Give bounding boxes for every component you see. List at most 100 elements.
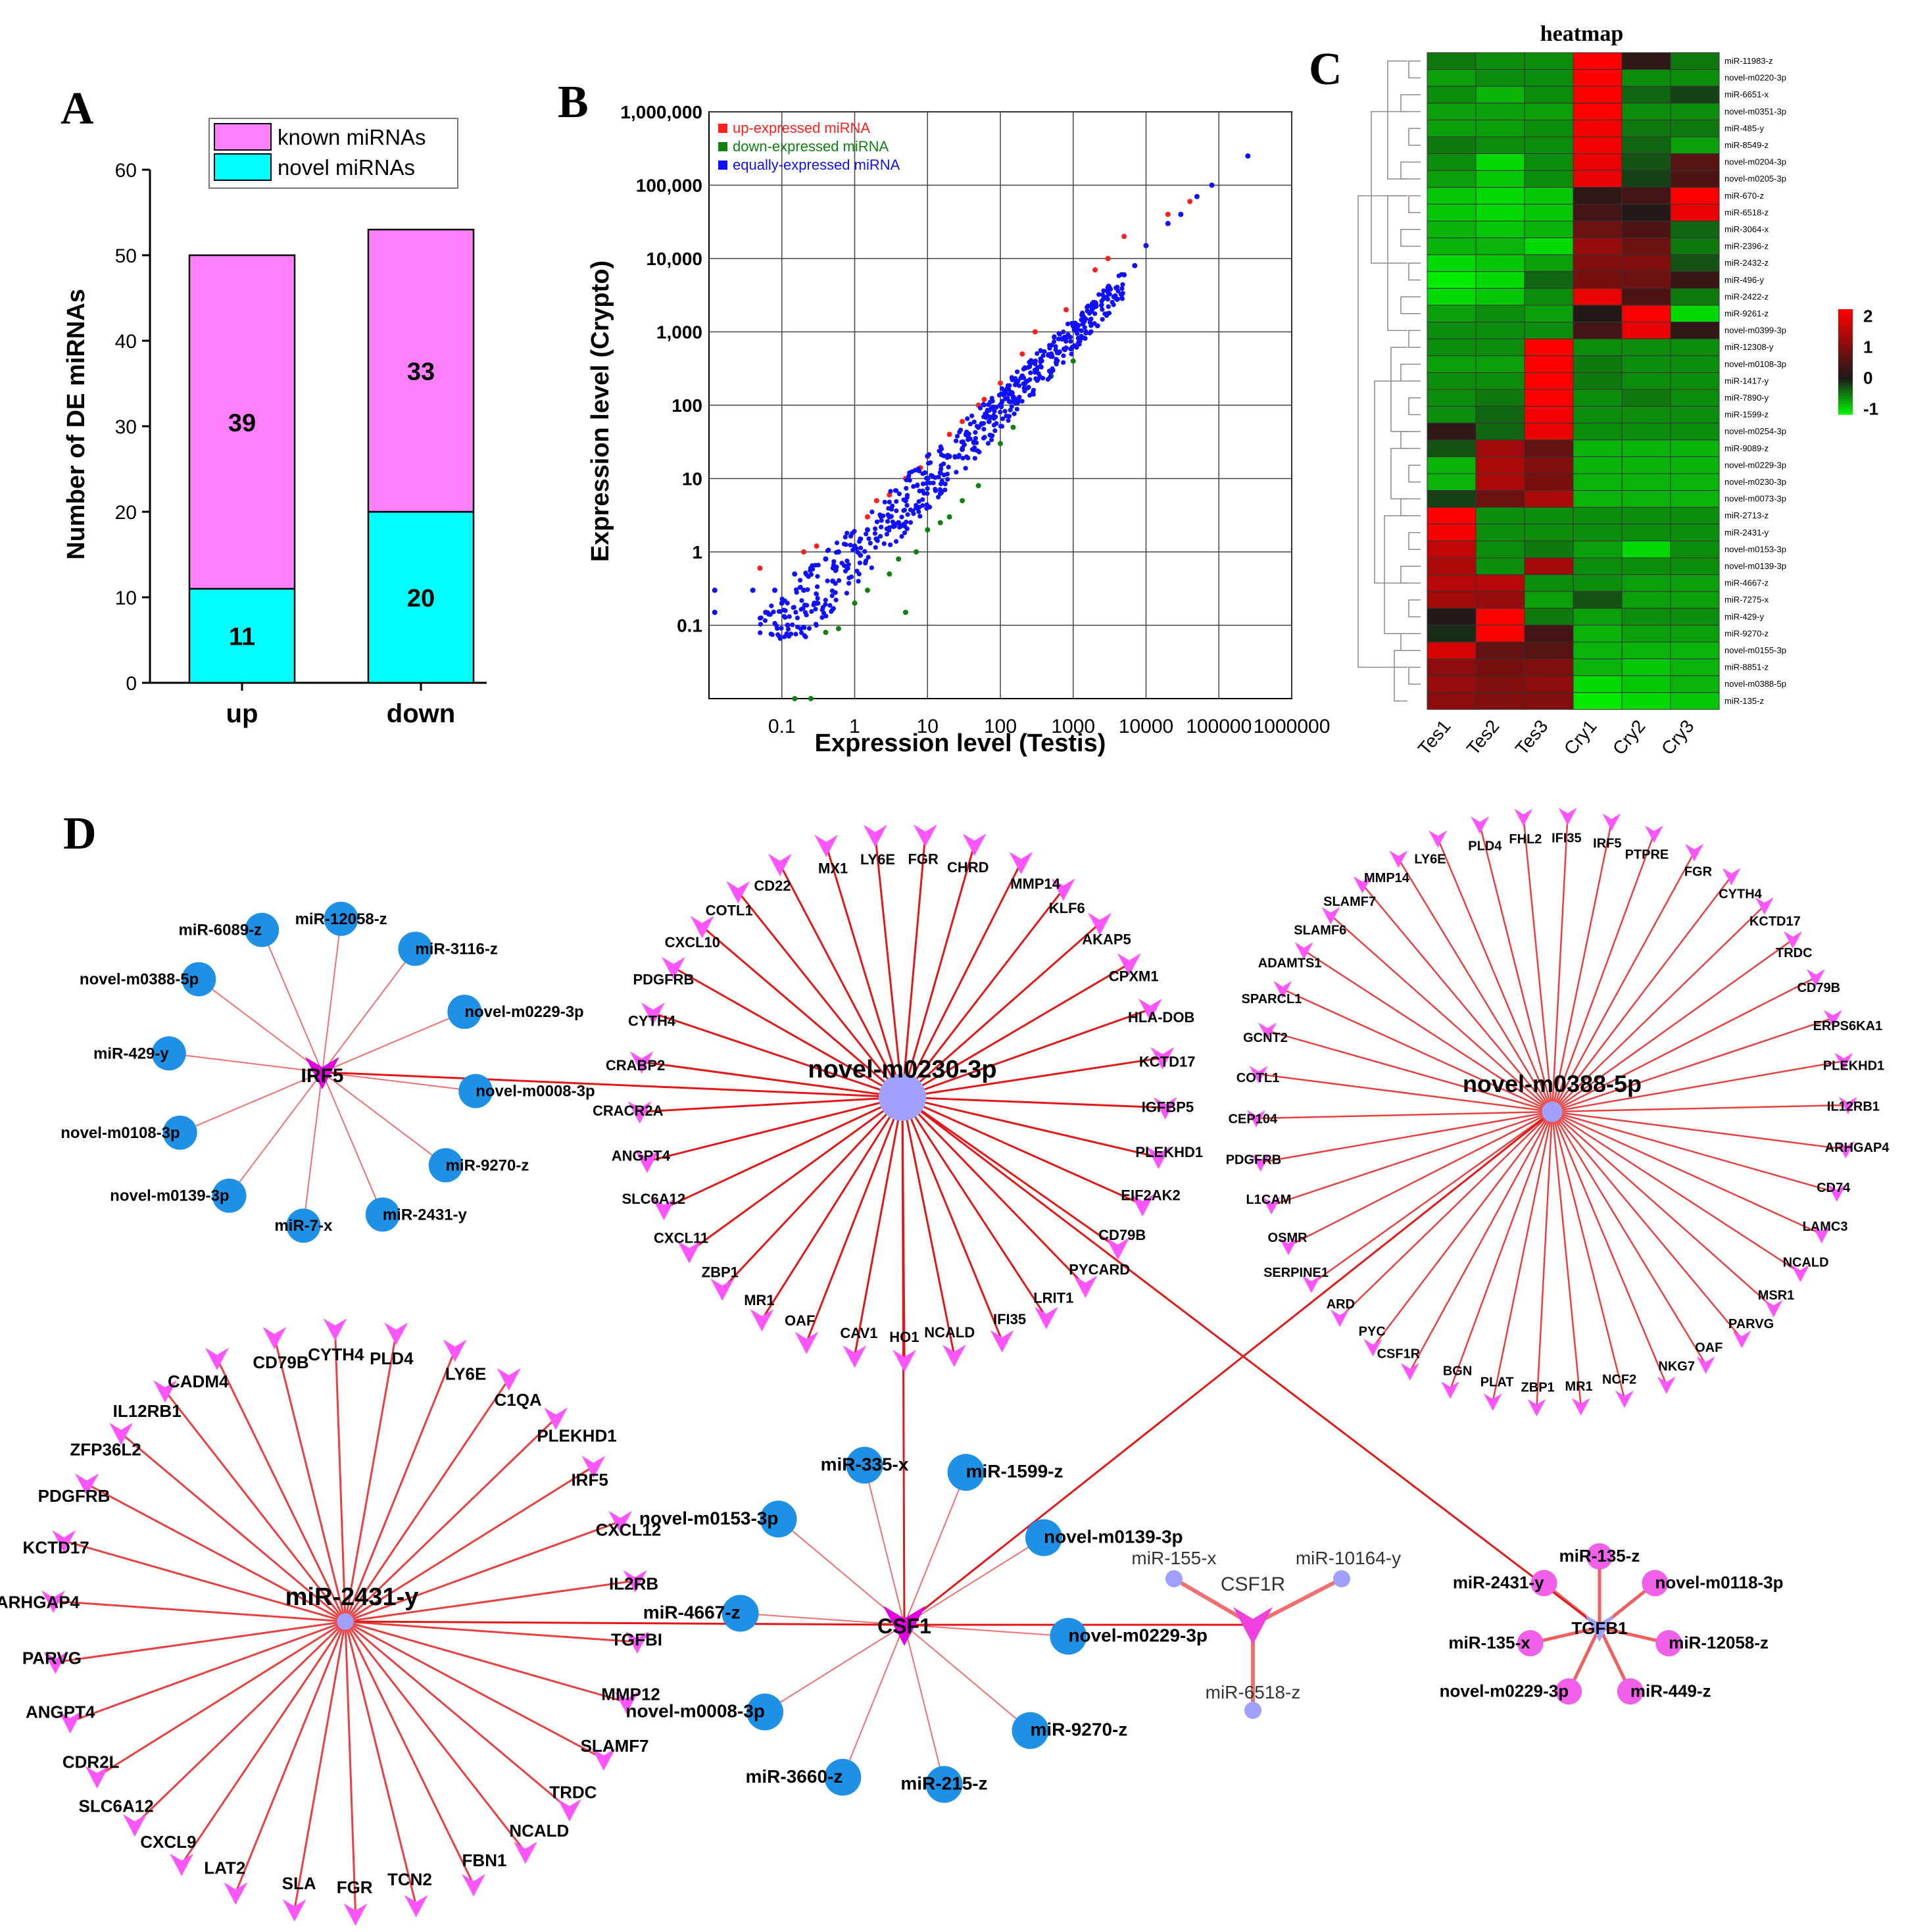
heatmap-column-label: Tes1	[1414, 716, 1455, 758]
network-node-label: SLAMF6	[1294, 924, 1346, 938]
scatter-point	[898, 524, 903, 530]
scatter-point	[1187, 199, 1193, 205]
target-gene-arrow-icon	[942, 1344, 966, 1368]
heatmap-cell	[1670, 153, 1720, 171]
target-gene-arrow-icon	[1527, 1399, 1546, 1417]
network-node-label: CDR2L	[62, 1752, 120, 1772]
network-node-label: IL12RB1	[1827, 1100, 1880, 1114]
scatter-point	[1178, 211, 1184, 217]
target-gene-arrow-icon	[1836, 1141, 1855, 1159]
target-gene-arrow-icon	[1117, 953, 1141, 976]
network-edge	[261, 929, 323, 1073]
colorbar-step	[1838, 380, 1853, 384]
network-edge	[764, 1624, 905, 1713]
scatter-point	[844, 591, 850, 596]
dendrogram-branch	[1374, 380, 1407, 584]
scatter-point	[835, 626, 841, 632]
network-edge	[901, 1097, 1003, 1341]
scatter-point	[783, 615, 788, 620]
heatmap-cell	[1670, 675, 1720, 693]
target-gene-arrow-icon	[1131, 1194, 1155, 1217]
network-edge	[902, 1096, 1143, 1206]
target-gene-arrow-icon	[170, 1853, 194, 1876]
scatter-point	[1165, 211, 1171, 217]
network-node-label: SLAMF7	[1323, 895, 1376, 909]
heatmap-cell	[1524, 52, 1574, 70]
heatmap-cell	[1621, 136, 1671, 155]
scatter-point	[1035, 376, 1041, 382]
network-node-label: CXCL9	[140, 1832, 196, 1852]
network-edge	[228, 1072, 323, 1197]
heatmap-row-label: novel-m0153-3p	[1724, 544, 1786, 554]
legend-swatch	[718, 124, 727, 133]
heatmap-dendrogram	[1357, 61, 1421, 702]
network-node-label: KLF6	[1049, 900, 1085, 916]
network-node-label: CSF1R	[1377, 1347, 1421, 1362]
heatmap-cell	[1475, 372, 1525, 390]
network-node-label: ARD	[1327, 1297, 1355, 1312]
scatter-point	[793, 610, 798, 615]
network-edge	[293, 1621, 347, 1910]
scatter-point	[1087, 310, 1092, 316]
scatter-point	[801, 624, 806, 630]
scatter-point	[712, 587, 718, 593]
heatmap-cell	[1573, 86, 1623, 104]
network-edge	[345, 1620, 627, 1704]
target-gene-arrow-icon	[1827, 1184, 1846, 1202]
network-node-label: PLEKHD1	[1823, 1058, 1884, 1073]
scatter-point	[1083, 329, 1088, 334]
network-node-label: BGN	[1443, 1364, 1472, 1378]
scatter-point	[960, 418, 965, 424]
heatmap-cell	[1573, 624, 1623, 643]
scatter-point	[750, 587, 756, 593]
heatmap-cell	[1427, 557, 1477, 576]
heatmap-cell	[1475, 237, 1525, 255]
panel-d-network: miR-12058-z miR-3116-z novel-m0229-3p novel…	[0, 808, 1890, 1926]
target-gene-arrow-icon	[153, 1380, 178, 1403]
scatter-point	[884, 532, 890, 537]
colorbar-step	[1838, 320, 1853, 323]
scatter-point	[905, 512, 910, 517]
target-gene-arrow-icon	[1106, 1237, 1130, 1260]
mirna-node	[428, 1148, 463, 1183]
scatter-point	[879, 518, 884, 523]
scatter-point	[1081, 335, 1086, 341]
scatter-point	[967, 421, 973, 427]
mirna-node	[846, 1447, 883, 1484]
network-node-label: NCF2	[1602, 1372, 1636, 1387]
scatter-point	[1085, 303, 1091, 309]
heatmap-cell	[1475, 692, 1525, 710]
panel-label-c: C	[1309, 44, 1342, 95]
network-node-label: FGR	[1684, 864, 1713, 879]
network-edge	[904, 1624, 1069, 1637]
heatmap-row-label: miR-8851-z	[1724, 662, 1769, 672]
scatter-point	[1046, 368, 1052, 374]
heatmap-cell	[1621, 490, 1671, 508]
scatter-point	[823, 556, 829, 562]
network-edge	[864, 1465, 905, 1625]
mirna-node	[1555, 1678, 1582, 1705]
scatter-point	[1102, 311, 1108, 316]
scatter-point	[888, 489, 893, 494]
scatter-point	[797, 585, 802, 590]
colorbar-tick-label: 2	[1863, 306, 1872, 326]
hub-label-csf1r: CSF1R	[1221, 1573, 1285, 1595]
scatter-point	[1047, 345, 1052, 351]
scatter-point	[1104, 288, 1110, 293]
heatmap-cell	[1573, 608, 1623, 626]
scatter-point	[992, 428, 998, 433]
heatmap-cell	[1573, 456, 1623, 474]
heatmap-cell	[1475, 574, 1525, 592]
target-gene-arrow-icon	[1558, 808, 1577, 826]
scatter-point	[1016, 383, 1022, 388]
heatmap-cell	[1573, 170, 1623, 188]
scatter-point	[1096, 292, 1102, 297]
network-edge	[1258, 1073, 1553, 1113]
heatmap-cell	[1427, 456, 1477, 474]
scatter-x-axis-label: Expression level (Testis)	[815, 730, 1106, 757]
network-node-label: OAF	[1695, 1341, 1723, 1355]
network-edge	[689, 1096, 903, 1252]
scatter-point	[836, 578, 842, 583]
heatmap-cell	[1427, 406, 1477, 424]
